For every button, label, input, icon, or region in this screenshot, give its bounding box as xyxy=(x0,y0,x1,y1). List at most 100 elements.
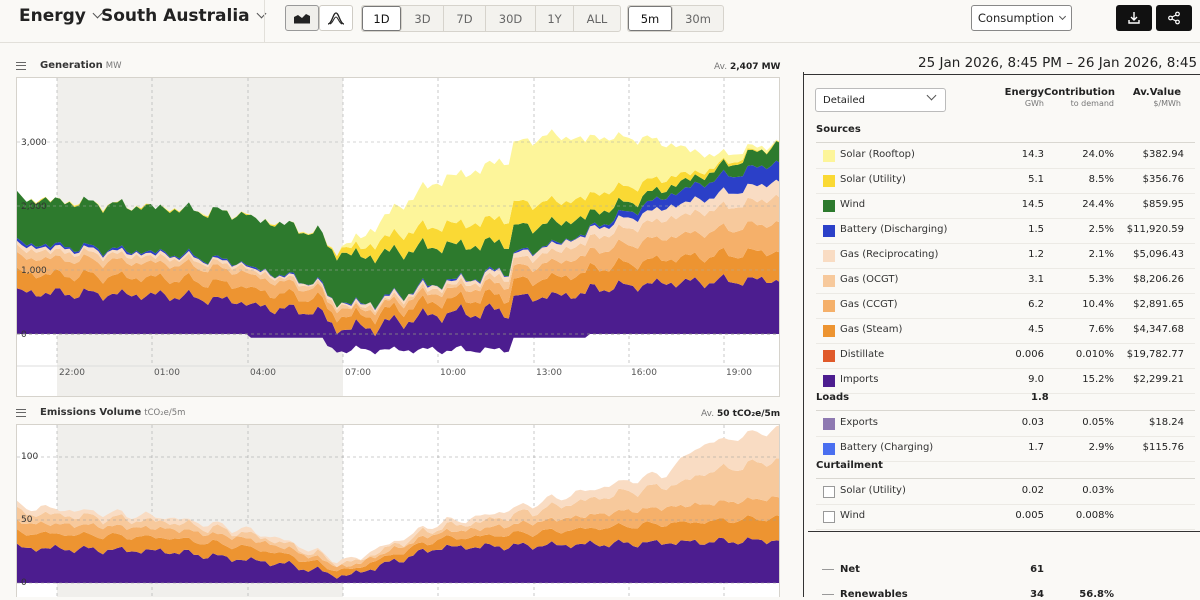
divider xyxy=(816,318,1195,319)
table-row[interactable]: Wind 14.5 24.4% $859.95 xyxy=(816,193,1195,218)
series-color-swatch[interactable] xyxy=(823,300,835,312)
row-contribution: 0.05% xyxy=(1082,417,1114,428)
row-value: $356.76 xyxy=(1142,174,1184,185)
series-color-swatch[interactable] xyxy=(823,275,835,287)
table-row[interactable]: Solar (Utility) 5.1 8.5% $356.76 xyxy=(816,168,1195,193)
consumption-dropdown[interactable]: Consumption xyxy=(971,5,1072,31)
series-color-swatch[interactable] xyxy=(823,375,835,387)
range-1y-button[interactable]: 1Y xyxy=(536,6,574,31)
emissions-area-gas-steam- xyxy=(17,515,779,579)
table-row[interactable]: Imports 9.0 15.2% $2,299.21 xyxy=(816,368,1195,393)
region-selector[interactable]: South Australia xyxy=(101,6,267,26)
series-color-swatch[interactable] xyxy=(823,418,835,430)
table-row[interactable]: Solar (Rooftop) 14.3 24.0% $382.94 xyxy=(816,143,1195,168)
average-value: 2,407 MW xyxy=(730,62,781,72)
series-color-swatch[interactable] xyxy=(823,325,835,337)
row-name: Gas (Steam) xyxy=(840,324,903,335)
download-button[interactable] xyxy=(1116,5,1152,31)
area-solar-utility- xyxy=(17,140,779,264)
series-color-swatch[interactable] xyxy=(823,250,835,262)
area-gas-ccgt- xyxy=(17,221,779,325)
emissions-area-gas-ccgt- xyxy=(17,496,779,572)
renewables-row: Renewables xyxy=(816,589,908,600)
row-name: Gas (OCGT) xyxy=(840,274,899,285)
y-tick-label: 0 xyxy=(21,578,27,588)
row-name: Solar (Utility) xyxy=(840,485,906,496)
row-value: $2,299.21 xyxy=(1133,374,1184,385)
row-value: $8,206.26 xyxy=(1133,274,1184,285)
interval-selector: 5m 30m xyxy=(627,5,724,32)
row-name: Gas (CCGT) xyxy=(840,299,898,310)
divider xyxy=(816,293,1195,294)
table-row[interactable]: Exports 0.03 0.05% $18.24 xyxy=(816,411,1195,436)
share-button[interactable] xyxy=(1156,5,1192,31)
line-chart-type-button[interactable] xyxy=(319,5,353,31)
area-solar-rooftop- xyxy=(17,129,779,257)
table-row[interactable]: Distillate 0.006 0.010% $19,782.77 xyxy=(816,343,1195,368)
table-row[interactable]: Gas (Steam) 4.5 7.6% $4,347.68 xyxy=(816,318,1195,343)
divider xyxy=(816,478,1195,479)
net-row: Net xyxy=(816,564,860,575)
emissions-chart[interactable]: 100 50 0 xyxy=(16,424,780,597)
generation-title: Generation xyxy=(40,60,103,71)
row-name: Battery (Charging) xyxy=(840,442,934,453)
section-label: Curtailment xyxy=(816,460,883,471)
table-row[interactable]: Solar (Utility) 0.02 0.03% xyxy=(816,479,1195,504)
row-contribution: 2.5% xyxy=(1088,224,1114,235)
average-label: Av. xyxy=(714,62,728,72)
divider xyxy=(816,243,1195,244)
series-toggle-checkbox[interactable] xyxy=(823,511,835,523)
series-color-swatch[interactable] xyxy=(823,150,835,162)
range-selector: 1D 3D 7D 30D 1Y ALL xyxy=(361,5,621,32)
row-energy: 0.02 xyxy=(1021,485,1044,496)
menu-icon[interactable] xyxy=(16,61,26,70)
row-contribution: 10.4% xyxy=(1082,299,1114,310)
row-contribution: 24.0% xyxy=(1082,149,1114,160)
emissions-panel-header: Emissions Volume tCO₂e/5m xyxy=(16,407,185,418)
table-row[interactable]: Wind 0.005 0.008% xyxy=(816,504,1195,529)
x-tick-label: 01:00 xyxy=(154,368,180,378)
table-row[interactable]: Gas (Reciprocating) 1.2 2.1% $5,096.43 xyxy=(816,243,1195,268)
interval-30m-button[interactable]: 30m xyxy=(685,11,711,26)
renewables-label: Renewables xyxy=(840,589,908,600)
range-7d-button[interactable]: 7D xyxy=(444,6,486,31)
column-header-label: Contribution xyxy=(1044,87,1115,98)
generation-chart[interactable]: 3,000 2,000 1,000 0 22:00 01:00 04:00 07:00 10:0… xyxy=(16,77,780,397)
series-color-swatch[interactable] xyxy=(823,350,835,362)
chevron-down-icon xyxy=(926,90,937,101)
column-header-energy: Energy GWh xyxy=(990,87,1044,109)
series-toggle-checkbox[interactable] xyxy=(823,486,835,498)
series-color-swatch[interactable] xyxy=(823,443,835,455)
area-chart-type-button[interactable] xyxy=(285,5,319,31)
series-color-swatch[interactable] xyxy=(823,175,835,187)
table-row[interactable]: Battery (Charging) 1.7 2.9% $115.76 xyxy=(816,436,1195,461)
y-tick-label: 0 xyxy=(21,330,27,340)
row-contribution: 8.5% xyxy=(1088,174,1114,185)
table-row[interactable]: Gas (OCGT) 3.1 5.3% $8,206.26 xyxy=(816,268,1195,293)
range-all-button[interactable]: ALL xyxy=(586,11,608,26)
range-30d-button[interactable]: 30D xyxy=(486,6,536,31)
area-wind xyxy=(17,141,779,310)
x-tick-label: 13:00 xyxy=(536,368,562,378)
divider xyxy=(808,531,1200,532)
view-select[interactable]: Detailed xyxy=(815,88,946,112)
x-tick-label: 10:00 xyxy=(440,368,466,378)
row-value: $2,891.65 xyxy=(1133,299,1184,310)
section-sources: Sources xyxy=(816,124,861,135)
menu-icon[interactable] xyxy=(16,408,26,417)
range-1d-button[interactable]: 1D xyxy=(362,6,402,31)
row-value: $115.76 xyxy=(1142,442,1184,453)
consumption-dropdown-label: Consumption xyxy=(977,11,1055,25)
row-contribution: 2.9% xyxy=(1088,442,1114,453)
series-color-swatch[interactable] xyxy=(823,225,835,237)
column-header-unit: $/MWh xyxy=(1153,99,1181,108)
row-contribution: 7.6% xyxy=(1088,324,1114,335)
table-row[interactable]: Battery (Discharging) 1.5 2.5% $11,920.5… xyxy=(816,218,1195,243)
table-row[interactable]: Gas (CCGT) 6.2 10.4% $2,891.65 xyxy=(816,293,1195,318)
row-energy: 0.03 xyxy=(1021,417,1044,428)
interval-5m-button[interactable]: 5m xyxy=(628,6,673,31)
series-color-swatch[interactable] xyxy=(823,200,835,212)
dash-icon xyxy=(822,568,834,570)
range-3d-button[interactable]: 3D xyxy=(402,6,444,31)
energy-selector[interactable]: Energy xyxy=(19,6,103,26)
